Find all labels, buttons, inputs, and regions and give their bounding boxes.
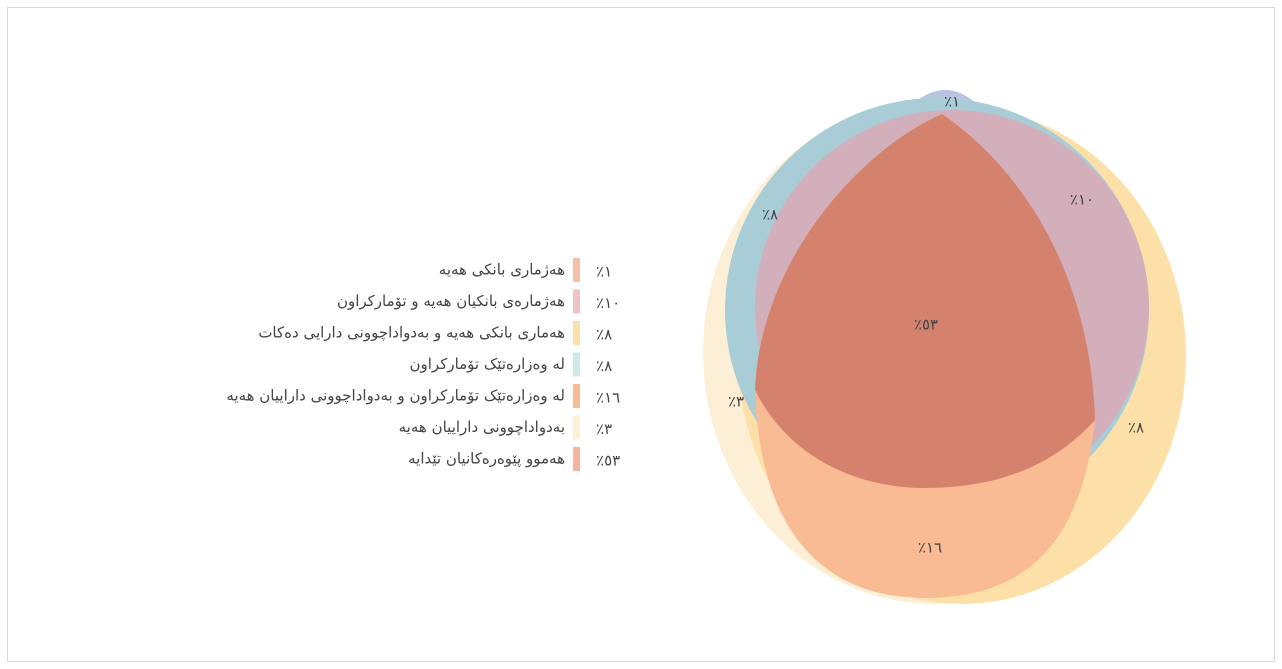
region-all	[755, 114, 1095, 488]
legend-swatch	[573, 289, 580, 314]
legend-swatch	[573, 447, 580, 471]
region-label: ٪١٦	[918, 539, 942, 557]
legend-label: لە وەزارەتێک تۆمارکراون و بەدواداچوونی د…	[226, 387, 565, 405]
region-label: ٪٨	[762, 206, 778, 224]
legend-value: ٪٣	[596, 420, 612, 438]
legend-swatch	[573, 352, 580, 377]
legend-swatch	[573, 384, 580, 408]
legend-value: ٪١٠	[596, 294, 620, 312]
legend-label: هەژماری بانکی هەیە	[439, 261, 565, 279]
legend-value: ٪٨	[596, 326, 612, 344]
legend-label: هەماری بانکی هەیە و بەدواداچوونی دارایی …	[258, 324, 565, 342]
region-label: ٪٥٣	[914, 316, 938, 334]
legend-label: لە وەزارەتێک تۆمارکراون	[409, 355, 565, 373]
region-labels: ٪١ ٪٨ ٪١٠ ٪٥٣ ٪٣ ٪٨ ٪١٦	[728, 93, 1144, 557]
region-label: ٪٨	[1128, 419, 1144, 437]
legend-label: هەژمارەی بانکیان هەیە و تۆمارکراون	[337, 292, 565, 310]
region-label: ٪٣	[728, 393, 744, 411]
legend-label: بەدواداچوونی داراییان هەیە	[399, 418, 565, 436]
legend-value: ٪٥٣	[596, 452, 620, 470]
legend-value: ٪١٦	[596, 389, 620, 407]
legend-swatch	[573, 415, 580, 440]
region-label: ٪١	[944, 93, 960, 111]
legend-swatch	[573, 321, 580, 345]
legend: هەژماری بانکی هەیە ٪١ هەژمارەی بانکیان هەی…	[226, 258, 620, 471]
region-label: ٪١٠	[1070, 191, 1094, 209]
legend-label: هەموو پێوەرەکانیان تێدایە	[408, 450, 565, 469]
venn	[703, 90, 1186, 604]
legend-value: ٪١	[596, 263, 612, 281]
legend-swatch	[573, 258, 580, 282]
legend-value: ٪٨	[596, 357, 612, 375]
